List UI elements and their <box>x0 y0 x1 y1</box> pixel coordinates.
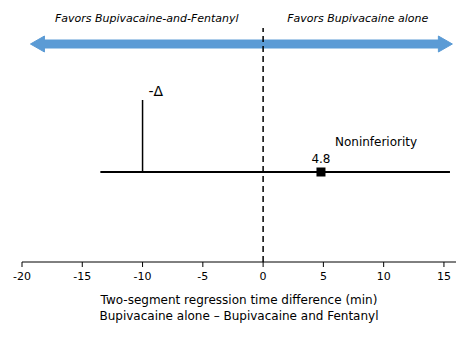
tick-label: -5 <box>197 270 208 283</box>
tick-label: -15 <box>73 270 91 283</box>
tick <box>443 262 444 267</box>
arrow <box>263 36 452 52</box>
axis-label: Two-segment regression time difference (… <box>100 293 378 307</box>
tick <box>383 262 384 267</box>
tick-label: -10 <box>134 270 152 283</box>
tick <box>202 262 203 267</box>
axis-line <box>22 262 456 263</box>
margin-line <box>142 100 144 172</box>
axis-label: Bupivacaine alone – Bupivacaine and Fent… <box>99 309 378 323</box>
reference-line <box>262 28 264 262</box>
tick-label: 15 <box>437 270 451 283</box>
confidence-interval <box>100 171 450 173</box>
plot-area <box>30 28 452 262</box>
tick-label: 5 <box>320 270 327 283</box>
tick <box>323 262 324 267</box>
tick <box>142 262 143 267</box>
tick <box>22 262 23 267</box>
tick <box>263 262 264 267</box>
tick <box>82 262 83 267</box>
tick-label: 0 <box>260 270 267 283</box>
annotation: Noninferiority <box>335 135 417 149</box>
x-axis: -20 -15 -10 -5 0 5 10 15 Two-segment regression … <box>13 262 456 323</box>
labels: Favors Bupivacaine-and-Fentanyl Favors Bu… <box>55 12 429 166</box>
data-label: 4.8 <box>311 152 330 166</box>
point-estimate <box>316 168 325 177</box>
arrow <box>30 36 263 52</box>
arrow-label: Favors Bupivacaine alone <box>287 12 428 25</box>
chart: Favors Bupivacaine-and-Fentanyl Favors Bu… <box>0 0 474 352</box>
arrow-label: Favors Bupivacaine-and-Fentanyl <box>55 12 239 25</box>
tick-label: -20 <box>13 270 31 283</box>
margin-label: -Δ <box>149 83 164 99</box>
tick-label: 10 <box>377 270 391 283</box>
